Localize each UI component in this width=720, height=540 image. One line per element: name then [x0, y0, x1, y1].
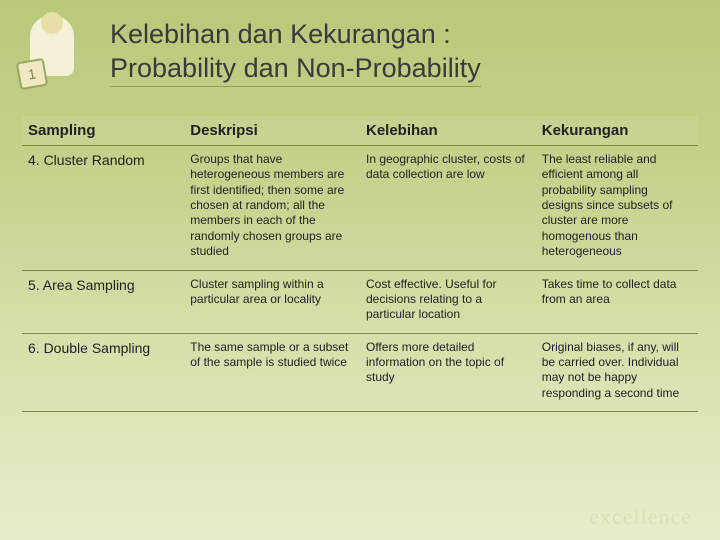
cell-kelebihan: Cost effective. Useful for decisions rel…: [360, 270, 536, 333]
slide-title: Kelebihan dan Kekurangan : Probability d…: [110, 18, 700, 87]
table-row: 5. Area Sampling Cluster sampling within…: [22, 270, 698, 333]
cell-sampling: 6. Double Sampling: [22, 333, 184, 411]
sampling-table: Sampling Deskripsi Kelebihan Kekurangan …: [22, 116, 698, 412]
slide-decorative-icon: 1: [12, 12, 90, 94]
cell-sampling: 5. Area Sampling: [22, 270, 184, 333]
table-row: 6. Double Sampling The same sample or a …: [22, 333, 698, 411]
table-row: 4. Cluster Random Groups that have heter…: [22, 146, 698, 271]
col-deskripsi: Deskripsi: [184, 116, 360, 146]
cell-sampling: 4. Cluster Random: [22, 146, 184, 271]
col-kelebihan: Kelebihan: [360, 116, 536, 146]
table-header-row: Sampling Deskripsi Kelebihan Kekurangan: [22, 116, 698, 146]
title-line-1: Kelebihan dan Kekurangan :: [110, 19, 451, 49]
cell-kelebihan: Offers more detailed information on the …: [360, 333, 536, 411]
col-sampling: Sampling: [22, 116, 184, 146]
cell-kekurangan: The least reliable and efficient among a…: [536, 146, 698, 271]
title-line-2: Probability dan Non-Probability: [110, 52, 481, 87]
col-kekurangan: Kekurangan: [536, 116, 698, 146]
cell-deskripsi: The same sample or a subset of the sampl…: [184, 333, 360, 411]
cell-kelebihan: In geographic cluster, costs of data col…: [360, 146, 536, 271]
cell-deskripsi: Groups that have heterogeneous members a…: [184, 146, 360, 271]
footer-watermark: excellence: [589, 504, 692, 530]
cell-deskripsi: Cluster sampling within a particular are…: [184, 270, 360, 333]
cell-kekurangan: Original biases, if any, will be carried…: [536, 333, 698, 411]
person-head: [41, 12, 63, 34]
cell-kekurangan: Takes time to collect data from an area: [536, 270, 698, 333]
calendar-clip: 1: [16, 58, 48, 90]
